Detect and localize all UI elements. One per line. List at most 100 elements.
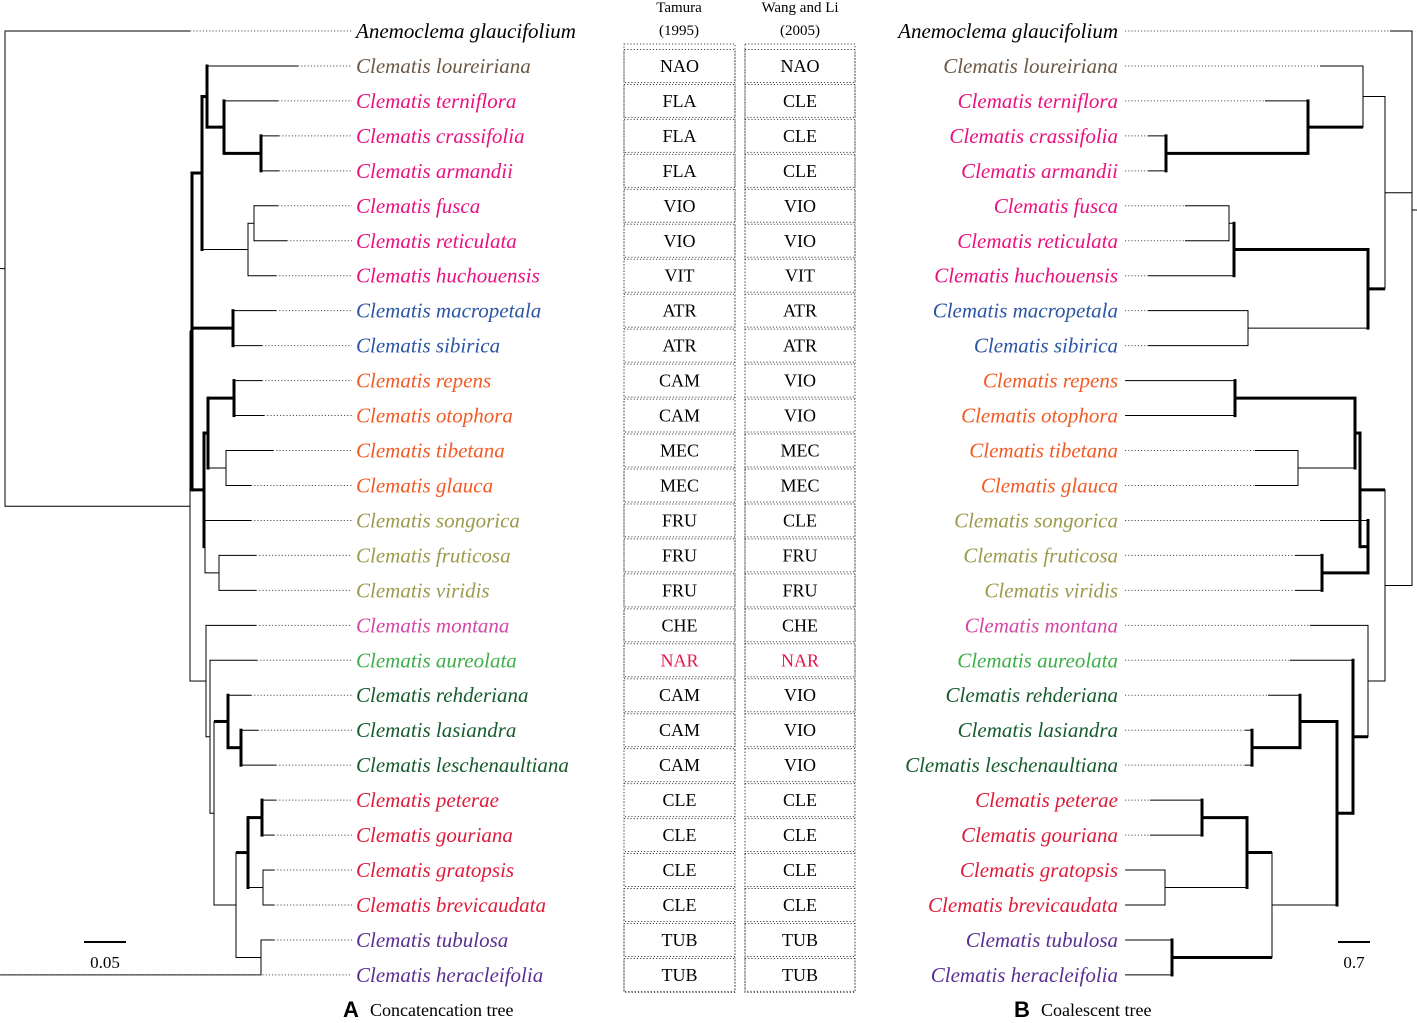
scale-bar-right-label: 0.7: [1343, 953, 1365, 972]
tamura-cell: [623, 643, 736, 678]
right-leader-lines: [1125, 30, 1390, 836]
tamura-cell: [623, 783, 736, 818]
tamura-cell: [623, 538, 736, 573]
wang-code: TUB: [782, 965, 818, 985]
tamura-cell: [623, 328, 736, 363]
species-label-right: Clematis macropetala: [933, 299, 1118, 323]
tamura-cell: [623, 678, 736, 713]
wang-code: NAR: [781, 650, 819, 670]
species-label-right: Clematis rehderiana: [946, 683, 1118, 707]
wang-cell: [744, 468, 856, 503]
tamura-code: TUB: [662, 965, 698, 985]
tamura-code: FLA: [662, 126, 696, 146]
tamura-code: CLE: [663, 895, 697, 915]
species-label-left: Clematis fruticosa: [356, 543, 511, 567]
tamura-cell: [623, 888, 736, 922]
wang-cell: [744, 678, 856, 713]
species-label-right: Clematis gouriana: [961, 823, 1118, 847]
wang-header-line2: (2005): [780, 23, 820, 39]
species-label-left: Clematis rehderiana: [356, 683, 528, 707]
species-label-left: Clematis huchouensis: [356, 264, 540, 288]
species-label-left: Clematis fusca: [356, 194, 480, 218]
wang-code: VIO: [784, 685, 816, 705]
species-label-right: Clematis fusca: [994, 194, 1118, 218]
tamura-cell: [623, 573, 736, 608]
species-label-right: Clematis lasiandra: [958, 718, 1118, 742]
tamura-cell: [623, 713, 736, 748]
species-label-left: Clematis viridis: [356, 578, 490, 602]
tamura-code: CLE: [663, 825, 697, 845]
wang-code: CHE: [782, 615, 818, 635]
species-label-left: Clematis crassifolia: [356, 124, 525, 148]
wang-code: ATR: [783, 336, 817, 356]
wang-header-line1: Wang and Li: [761, 0, 838, 16]
species-label-left: Clematis macropetala: [356, 299, 541, 323]
tamura-cell: [623, 118, 736, 153]
tamura-code: CLE: [663, 860, 697, 880]
species-label-left: Clematis heracleifolia: [356, 963, 543, 987]
species-label-left: Clematis loureiriana: [356, 54, 531, 78]
tamura-column-frame: [623, 43, 736, 993]
wang-code: CLE: [783, 825, 817, 845]
tamura-cell: [623, 293, 736, 328]
species-label-left: Clematis lasiandra: [356, 718, 516, 742]
species-label-left: Clematis peterae: [356, 788, 499, 812]
species-label-right: Clematis gratopsis: [960, 858, 1118, 882]
caption-b: B Coalescent tree: [1014, 997, 1151, 1022]
tamura-column: Tamura (1995) NAO FLA FLA FLA VIO VIO VIT ATR AT…: [623, 0, 736, 993]
species-label-right: Clematis crassifolia: [949, 124, 1118, 148]
species-label-left: Clematis gouriana: [356, 823, 513, 847]
tamura-code: MEC: [660, 441, 699, 461]
wang-column-frame: [744, 43, 856, 993]
tamura-cell: [623, 398, 736, 433]
wang-cell: [744, 83, 856, 118]
tamura-code: MEC: [660, 475, 699, 495]
tamura-code: CAM: [659, 685, 700, 705]
tamura-code: VIT: [665, 266, 695, 286]
species-label-left: Clematis armandii: [356, 159, 513, 183]
tamura-code: FRU: [662, 580, 697, 600]
tamura-code: CAM: [659, 720, 700, 740]
tamura-code: VIO: [664, 231, 696, 251]
tamura-cell: [623, 153, 736, 188]
species-label-right: Clematis songorica: [954, 508, 1118, 532]
tamura-cell: [623, 83, 736, 118]
species-label-right: Clematis heracleifolia: [931, 963, 1118, 987]
tamura-code: ATR: [662, 301, 696, 321]
tamura-cell: [623, 503, 736, 538]
wang-cell: [744, 153, 856, 188]
wang-code: VIO: [784, 371, 816, 391]
tamura-cell: [623, 922, 736, 957]
wang-code: VIO: [784, 755, 816, 775]
tamura-cell: [623, 363, 736, 398]
species-label-left: Clematis montana: [356, 613, 509, 637]
wang-cell: [744, 573, 856, 608]
wang-cell: [744, 922, 856, 957]
species-label-left: Clematis tubulosa: [356, 928, 508, 952]
wang-code: CLE: [783, 91, 817, 111]
wang-code: NAO: [781, 56, 820, 76]
wang-cell: [744, 118, 856, 153]
tamura-cell: [623, 258, 736, 293]
tamura-code: CAM: [659, 371, 700, 391]
right-species-labels: Anemoclema glaucifolium Clematis loureiri…: [896, 19, 1118, 987]
species-label-left: Clematis repens: [356, 369, 491, 393]
tamura-cell: [623, 748, 736, 783]
tamura-code: ATR: [662, 336, 696, 356]
tamura-code: TUB: [662, 930, 698, 950]
species-label-left: Anemoclema glaucifolium: [354, 19, 576, 43]
species-label-left: Clematis songorica: [356, 508, 520, 532]
wang-cell: [744, 608, 856, 643]
concatenation-tree: [0, 30, 298, 976]
species-label-left: Clematis glauca: [356, 473, 493, 497]
species-label-right: Clematis fruticosa: [963, 543, 1118, 567]
wang-code: VIO: [784, 406, 816, 426]
scale-bar-left: 0.05: [84, 941, 126, 972]
wang-cell: [744, 538, 856, 573]
wang-code: ATR: [783, 301, 817, 321]
scale-bar-right: 0.7: [1338, 941, 1370, 972]
wang-code: CLE: [783, 860, 817, 880]
wang-cell: [744, 888, 856, 922]
wang-cell: [744, 503, 856, 538]
